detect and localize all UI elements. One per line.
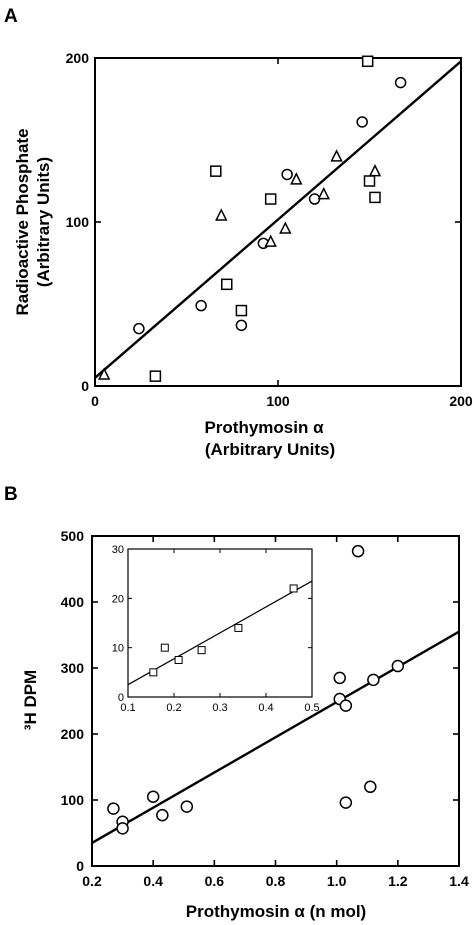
data-point-square [363, 175, 376, 187]
data-point-triangle [330, 149, 343, 162]
y-tick-label: 0 [76, 858, 84, 874]
y-tick-label: 10 [112, 643, 124, 655]
panel-b-ticks [91, 535, 460, 867]
x-tick-label: 1.2 [388, 873, 408, 889]
x-tick-label: 0.2 [82, 873, 102, 889]
panel-b-points [107, 544, 405, 835]
y-tick-label: 400 [61, 594, 85, 610]
panel-a-points [97, 55, 407, 382]
x-tick-label: 0.8 [266, 873, 286, 889]
data-point-square [361, 55, 374, 68]
data-point [156, 808, 169, 822]
x-tick-label: 0 [91, 393, 99, 409]
data-point-square [221, 278, 233, 291]
data-point-circle [195, 299, 207, 312]
panel-a-ylabel-line2: (Arbitrary Units) [34, 157, 53, 287]
data-point-triangle [215, 208, 228, 221]
panel-a-tick-labels: 0 100 200 0 100 200 [66, 50, 473, 409]
panel-b-label: B [4, 484, 18, 505]
data-point [367, 673, 380, 687]
y-tick-label: 500 [61, 528, 85, 544]
x-tick-label: 0.6 [205, 873, 225, 889]
data-point [116, 822, 129, 835]
x-tick-label: 100 [266, 393, 290, 409]
data-point-triangle [368, 163, 382, 177]
data-point-triangle [317, 186, 330, 200]
data-point-circle [133, 322, 145, 335]
inset-data-point [289, 584, 298, 593]
inset-tick-labels: 0.1 0.2 0.3 0.4 0.5 0 10 20 30 [112, 544, 320, 714]
inset-fit-line [127, 580, 313, 686]
y-tick-label: 0 [118, 692, 124, 704]
inset-ticks [127, 548, 313, 698]
data-point [333, 671, 346, 685]
y-tick-label: 20 [112, 593, 124, 605]
inset-data-point [174, 656, 183, 664]
panel-a-xlabel-line1: Prothymosin α [204, 418, 324, 437]
inset-background [128, 549, 312, 697]
data-point-square [369, 191, 381, 204]
panel-a-ticks [94, 57, 462, 387]
inset-data-point [160, 643, 169, 652]
x-tick-label: 0.5 [304, 702, 319, 714]
inset-data-point [149, 668, 158, 677]
inset-points [149, 584, 298, 677]
y-tick-label: 0 [81, 378, 89, 394]
data-point [351, 544, 365, 558]
panel-b-ylabel: ³H DPM [21, 670, 40, 730]
y-tick-label: 30 [112, 544, 124, 556]
data-point [391, 659, 405, 673]
data-point-square [235, 304, 248, 317]
panel-a-xlabel-line2: (Arbitrary Units) [205, 440, 335, 459]
y-tick-label: 200 [61, 726, 85, 742]
data-point-circle [281, 168, 293, 181]
x-tick-label: 200 [449, 393, 473, 409]
y-tick-label: 100 [61, 792, 85, 808]
data-point-circle [394, 76, 407, 89]
data-point-circle [235, 319, 248, 332]
panel-b-xlabel: Prothymosin α (n mol) [186, 902, 366, 921]
x-tick-label: 0.1 [120, 702, 135, 714]
data-point-triangle [279, 221, 292, 234]
y-tick-label: 100 [66, 214, 90, 230]
x-tick-label: 0.3 [212, 702, 227, 714]
y-tick-label: 300 [61, 660, 85, 676]
data-point-triangle [290, 172, 303, 185]
data-point [180, 800, 194, 813]
data-point [364, 780, 377, 794]
x-tick-label: 1.0 [327, 873, 347, 889]
data-point [339, 699, 353, 712]
data-point-triangle [97, 367, 111, 380]
panel-a: A 0 100 200 0 100 200 Prothymosin α (Arbitrar… [4, 6, 473, 459]
inset-data-point [234, 623, 243, 632]
x-tick-label: 1.4 [449, 873, 469, 889]
x-tick-label: 0.2 [166, 702, 181, 714]
data-point-triangle [264, 234, 277, 247]
data-point-square [264, 193, 277, 205]
panel-b-inset: 0.1 0.2 0.3 0.4 0.5 0 10 20 30 [112, 544, 320, 714]
y-tick-label: 200 [66, 50, 90, 66]
panel-a-label: A [4, 6, 18, 27]
panel-a-fit-line [94, 60, 462, 379]
x-tick-label: 0.4 [258, 702, 273, 714]
data-point [107, 802, 120, 815]
data-point-circle [356, 116, 368, 128]
inset-data-point [197, 646, 206, 655]
data-point-square [149, 370, 162, 382]
data-point [339, 796, 353, 809]
data-point [146, 790, 160, 803]
x-tick-label: 0.4 [143, 873, 163, 889]
panel-b: B 0.2 0.4 0.6 0.8 1.0 1.2 1.40100200300400500 … [4, 484, 469, 921]
panel-a-ylabel-line1: Radioactive Phosphate [13, 128, 32, 315]
data-point-square [210, 165, 222, 177]
